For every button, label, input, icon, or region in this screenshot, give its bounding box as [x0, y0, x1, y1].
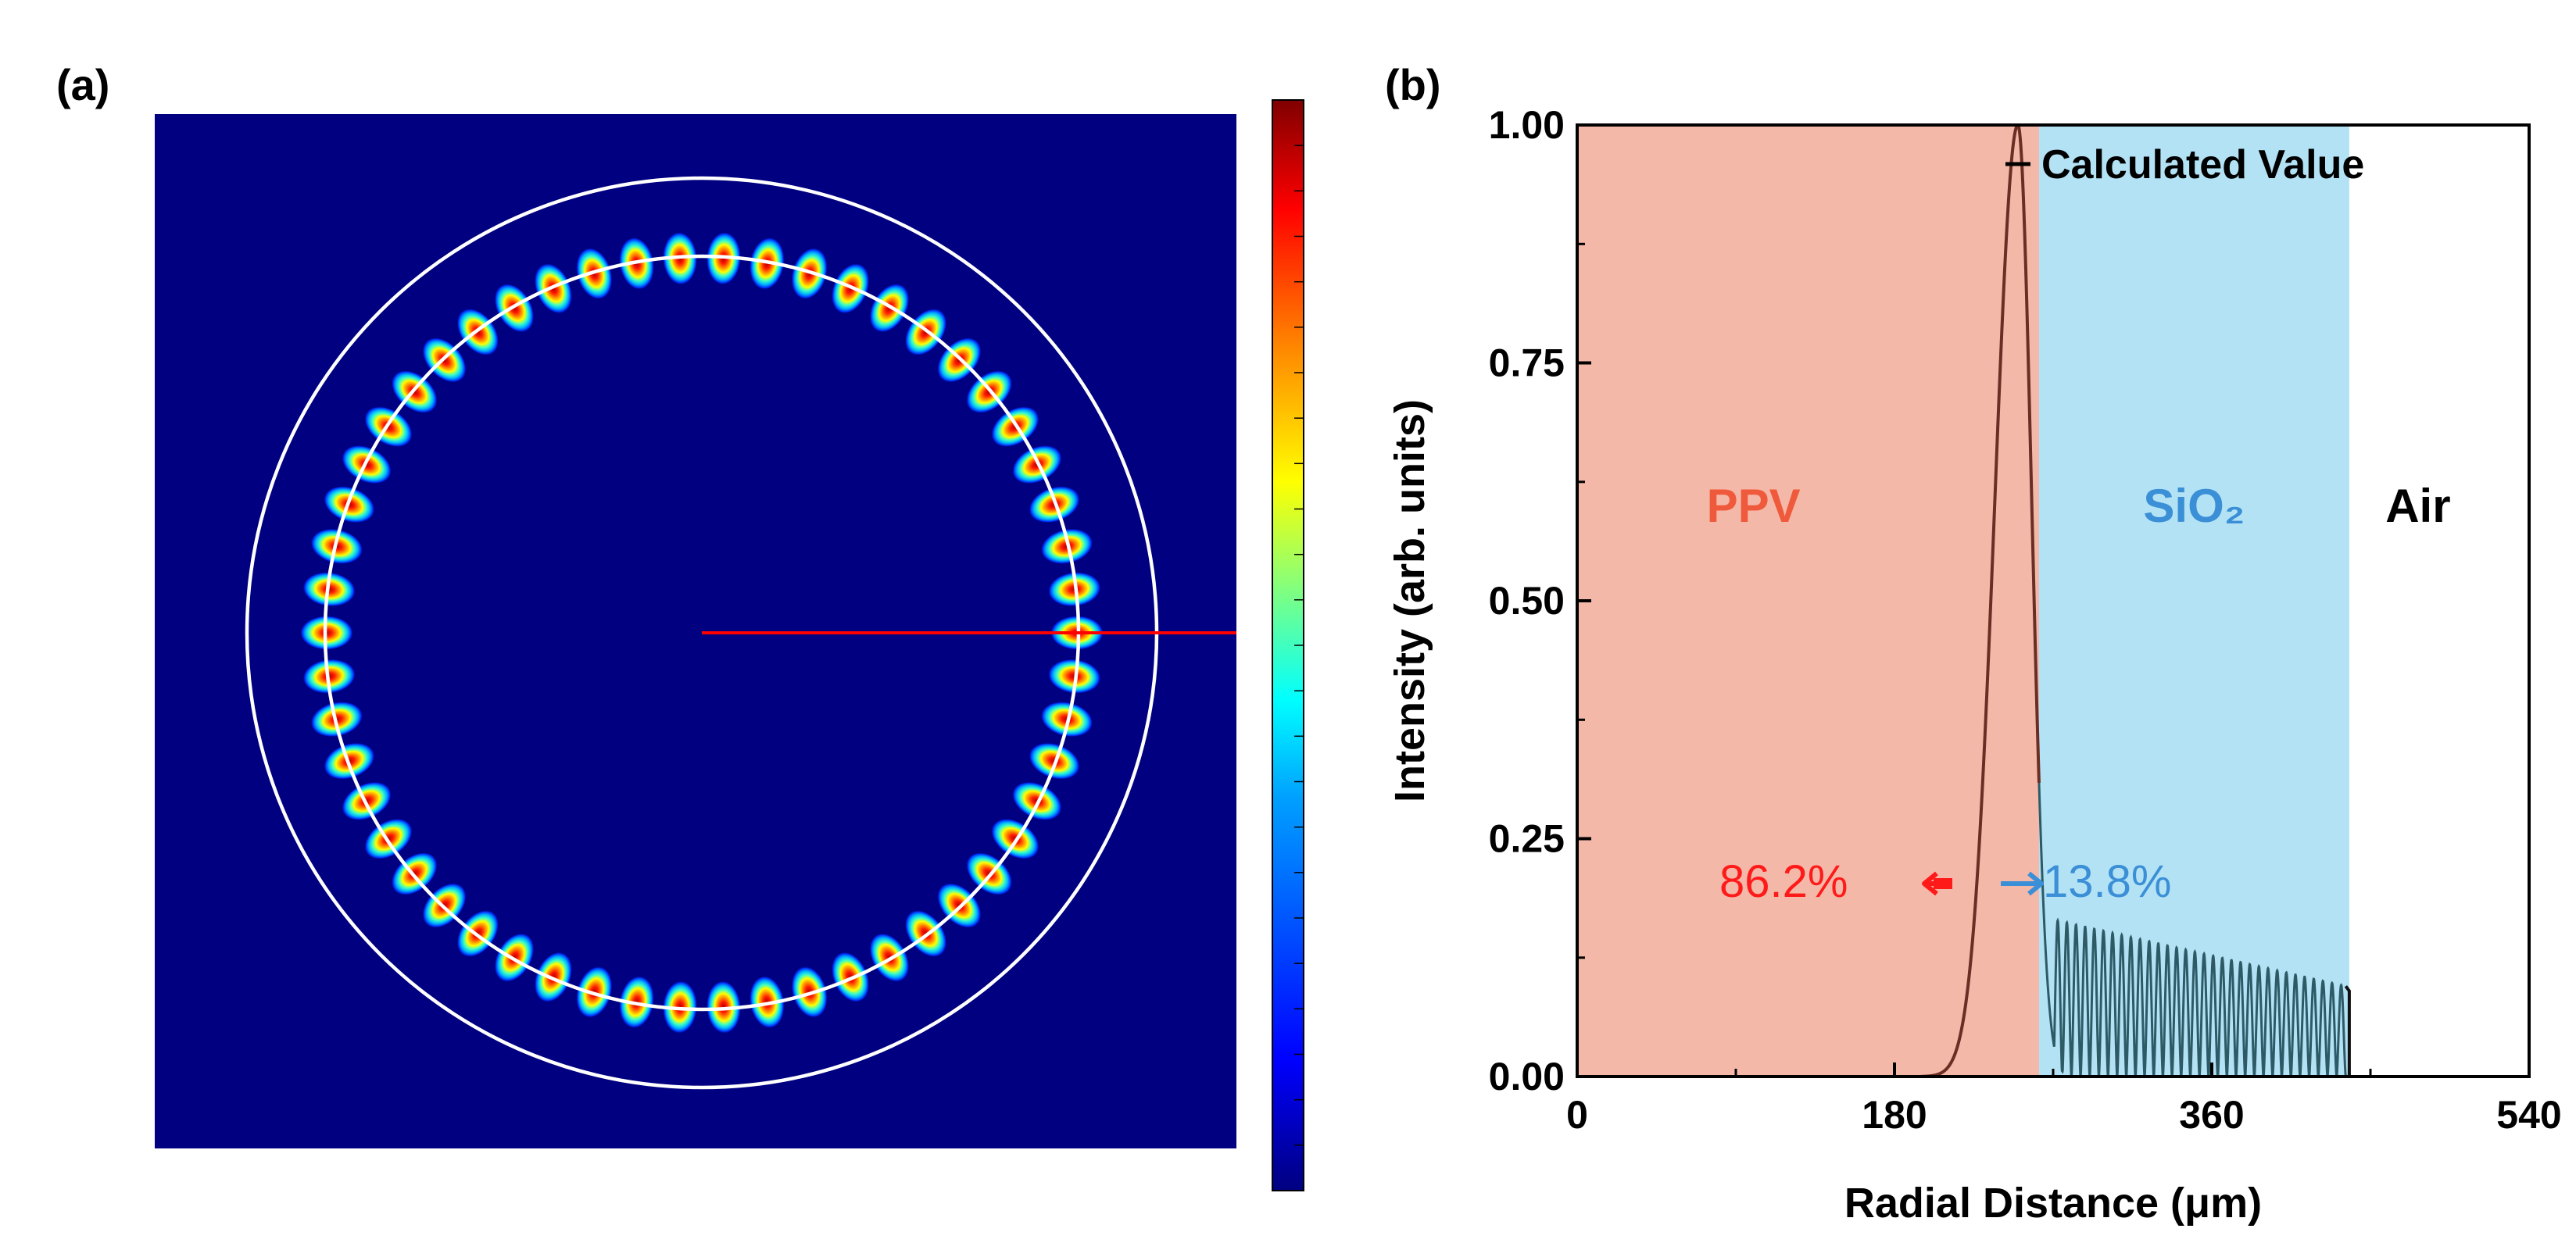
colorbar: [1272, 99, 1304, 1191]
sio2-percent-label: 13.8%: [2043, 856, 2171, 907]
y-tick-label: 1.00: [1489, 103, 1565, 147]
panel-b-label: (b): [1385, 60, 1441, 109]
y-tick-label: 0.25: [1489, 817, 1565, 861]
region-2: [2349, 125, 2529, 1077]
x-tick-label: 360: [2179, 1093, 2244, 1137]
panel-b: (b) PPV SiO₂ Air 0 180 360 540 0.00 0.25 0.50 0.7…: [1385, 60, 2562, 1227]
x-tick-label: 0: [1566, 1093, 1588, 1137]
intensity-curve-air-edge: [2344, 985, 2351, 1077]
panel-a-label: (a): [56, 60, 109, 109]
axis-ticks: [1576, 123, 2531, 1078]
x-tick-label: 540: [2496, 1093, 2561, 1137]
confinement-annotations: 86.2% 13.8%: [1719, 856, 2171, 907]
material-regions: [1577, 125, 2529, 1077]
legend: Calculated Value: [2005, 142, 2364, 188]
axis-tick-labels: 0 180 360 540 0.00 0.25 0.50 0.75 1.00: [1489, 103, 2562, 1137]
region-labels: PPV SiO₂ Air: [1707, 480, 2451, 532]
panel-a: (a): [56, 60, 1304, 1191]
y-tick-label: 0.75: [1489, 341, 1565, 385]
intensity-curve: [1917, 125, 2351, 1077]
ppv-percent-label: 86.2%: [1719, 856, 1848, 907]
region-label: SiO₂: [2143, 480, 2245, 532]
region-label: PPV: [1707, 480, 1801, 532]
y-axis-label: Intensity (arb. units): [1386, 399, 1433, 802]
region-1: [2039, 125, 2349, 1077]
x-axis-label: Radial Distance (μm): [1844, 1180, 2262, 1227]
x-tick-label: 180: [1862, 1093, 1927, 1137]
intensity-curve-ppv: [1917, 125, 2041, 1077]
legend-label: Calculated Value: [2041, 142, 2364, 188]
colorbar-ticks: [1294, 145, 1304, 1146]
region-0: [1577, 125, 2039, 1077]
y-tick-label: 0.50: [1489, 579, 1565, 623]
intensity-curve-sio2: [2038, 783, 2347, 1077]
y-tick-label: 0.00: [1489, 1055, 1565, 1098]
region-label: Air: [2385, 480, 2450, 532]
sio2-arrow-icon: [2001, 871, 2044, 896]
